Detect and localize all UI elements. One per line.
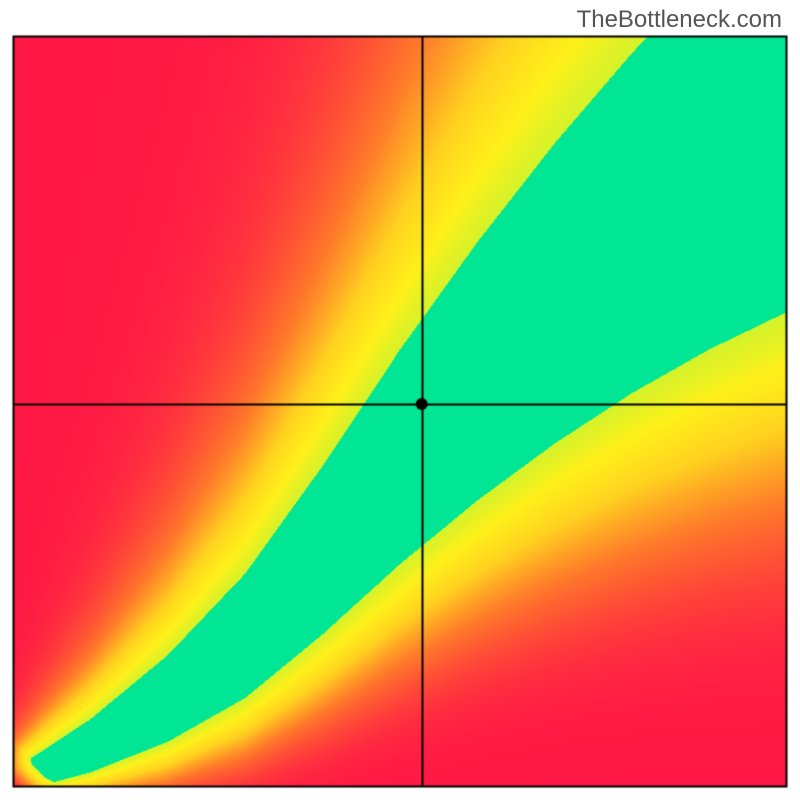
heatmap-canvas <box>0 0 800 800</box>
watermark-text: TheBottleneck.com <box>577 6 782 34</box>
chart-container: TheBottleneck.com <box>0 0 800 800</box>
